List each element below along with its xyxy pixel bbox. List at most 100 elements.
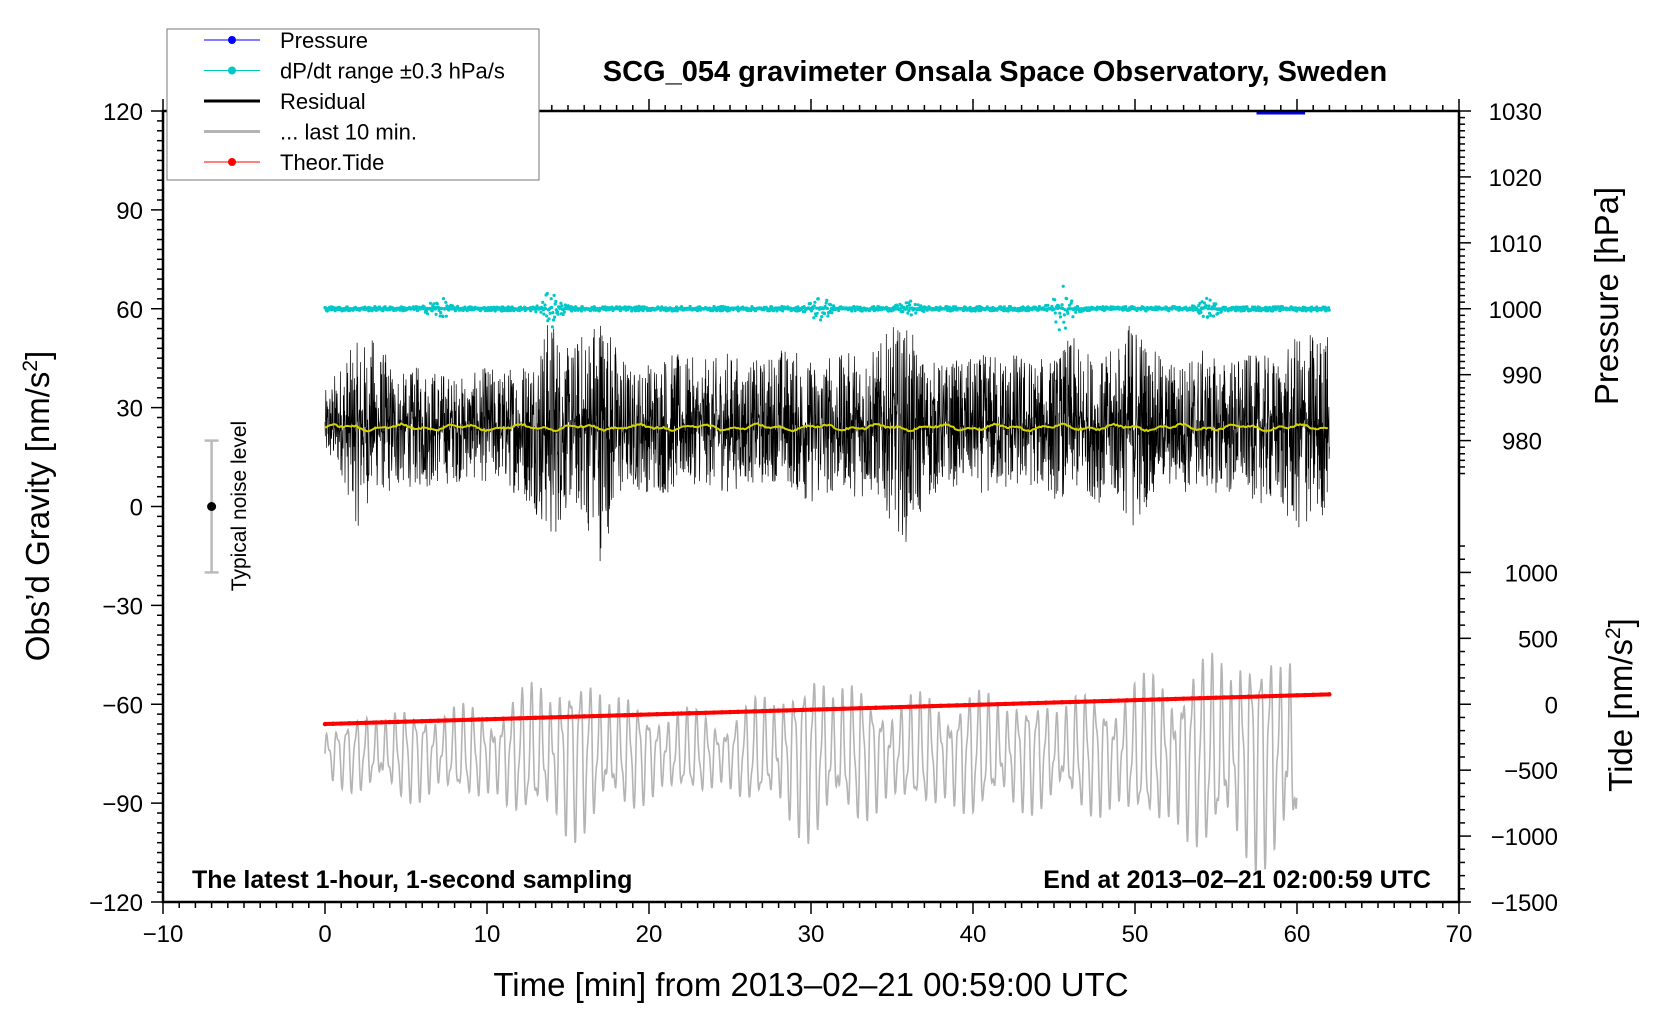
pressure-tick-label: 1020 (1489, 165, 1542, 192)
theor-tide-point (768, 708, 773, 714)
dpdt-point (1211, 307, 1215, 311)
theor-tide-point (452, 717, 457, 723)
dpdt-point (811, 306, 815, 310)
dpdt-point (434, 312, 438, 316)
dpdt-point (428, 301, 433, 305)
dpdt-point (822, 311, 827, 316)
theor-tide-point (420, 718, 425, 724)
y-left-tick-label: 90 (116, 198, 143, 225)
dpdt-point (1058, 315, 1062, 319)
dpdt-point (850, 309, 854, 313)
dpdt-point (812, 316, 816, 320)
theor-tide-point (1068, 699, 1073, 705)
theor-tide-point (1189, 696, 1194, 701)
y-left-tick-label: 0 (130, 495, 143, 522)
theor-tide-point (1043, 700, 1049, 705)
theor-tide-point (752, 709, 757, 714)
dpdt-point (1214, 302, 1218, 306)
dpdt-point (562, 310, 566, 314)
theor-tide-point (1286, 693, 1292, 698)
theor-tide-point (371, 720, 376, 725)
dpdt-point (560, 304, 564, 308)
dpdt-point (1206, 307, 1210, 311)
dpdt-point (439, 311, 443, 315)
theor-tide-point (1230, 695, 1235, 700)
dpdt-point (1062, 320, 1066, 324)
pressure-tick-label: 1010 (1489, 231, 1542, 258)
theor-tide-point (1311, 692, 1316, 698)
dpdt-point (434, 307, 438, 311)
dpdt-point (908, 303, 912, 307)
theor-tide-point (1108, 698, 1113, 704)
dpdt-point (1070, 299, 1074, 303)
dpdt-point (898, 307, 903, 311)
theor-tide-point (1270, 693, 1275, 699)
theor-tide-point (760, 708, 765, 714)
dpdt-point (1327, 306, 1331, 310)
theor-tide-point (687, 711, 692, 716)
theor-tide-point (954, 703, 959, 708)
dpdt-point (426, 312, 430, 316)
theor-tide-point (565, 714, 571, 720)
x-tick-label: 70 (1446, 921, 1473, 948)
annotation-bottom-right: End at 2013‒02‒21 02:00:59 UTC (1043, 866, 1431, 894)
theor-tide-point (865, 705, 870, 711)
dpdt-point (542, 312, 546, 316)
tide-tick-label: −1500 (1491, 890, 1558, 917)
theor-tide-point (711, 710, 716, 715)
dpdt-point (1074, 310, 1078, 314)
theor-tide-point (347, 721, 352, 726)
dpdt-point (1208, 298, 1212, 302)
dpdt-point (553, 315, 557, 319)
theor-tide-point (679, 711, 684, 716)
theor-tide-point (436, 718, 441, 723)
theor-tide-point (379, 720, 384, 725)
theor-tide-point (849, 706, 854, 711)
dpdt-point (914, 311, 918, 315)
y-left-tick-label: 60 (116, 297, 143, 324)
theor-tide-point (509, 716, 514, 721)
dpdt-point (556, 312, 560, 316)
y-left-tick-label: 30 (116, 396, 143, 423)
theor-tide-point (573, 714, 579, 719)
theor-tide-point (501, 716, 506, 721)
y-left-tick-label: −90 (102, 791, 143, 818)
dpdt-point (541, 300, 545, 304)
theor-tide-point (695, 710, 700, 716)
legend: Pressure dP/dt range ±0.3 hPa/s Residual..… (166, 28, 540, 181)
theor-tide-point (428, 718, 433, 724)
theor-tide-point (1084, 699, 1089, 704)
dpdt-point (444, 300, 448, 304)
dpdt-point (1205, 296, 1209, 300)
theor-tide-point (606, 713, 611, 718)
dpdt-point (1056, 306, 1060, 310)
dpdt-point (913, 302, 917, 307)
dpdt-point (825, 306, 830, 311)
dpdt-point (553, 302, 557, 306)
dpdt-point (1204, 304, 1208, 308)
dpdt-point (1198, 301, 1202, 305)
theor-tide-point (816, 707, 822, 712)
theor-tide-point (444, 718, 449, 723)
x-tick-label: 0 (318, 921, 331, 948)
dpdt-point (916, 303, 920, 307)
dpdt-point (441, 314, 445, 319)
theor-tide-point (970, 702, 976, 708)
x-tick-label: 10 (474, 921, 501, 948)
theor-tide-point (322, 721, 328, 727)
tide-title-end: ] (1602, 618, 1639, 627)
dpdt-point (543, 303, 547, 307)
plot-frame (161, 109, 1461, 904)
dpdt-point (1052, 307, 1056, 311)
theor-tide-point (355, 720, 360, 726)
theor-tide-point (614, 713, 619, 718)
theor-tide-point (363, 720, 368, 726)
dpdt-point (579, 309, 583, 313)
theor-tide-point (1246, 694, 1251, 699)
dpdt-point (1211, 314, 1216, 318)
dpdt-point (432, 302, 436, 306)
dpdt-point (1062, 313, 1066, 317)
theor-tide-point (1327, 692, 1332, 697)
last-10-min-series (324, 652, 1298, 873)
